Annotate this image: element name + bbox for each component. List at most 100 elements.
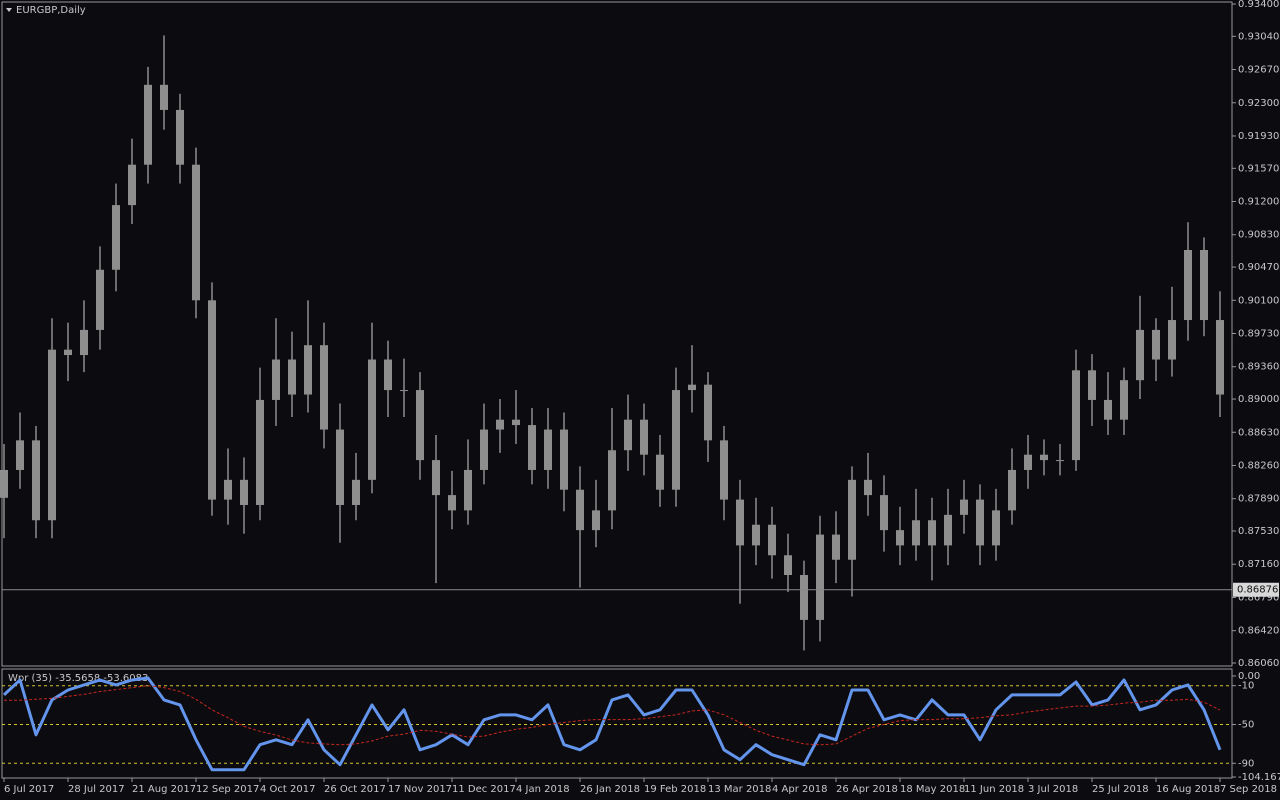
candle-body <box>0 469 8 498</box>
y-tick-label: 0.93040 <box>1238 31 1279 42</box>
candle-body <box>1008 469 1016 511</box>
candle-body <box>624 419 632 451</box>
candle-body <box>960 499 968 515</box>
candle-body <box>576 489 584 531</box>
y-tick-label: 0.88260 <box>1238 460 1279 471</box>
candle-body <box>1136 329 1144 381</box>
y-tick-label: 0.86060 <box>1238 658 1279 669</box>
candle-body <box>384 359 392 391</box>
y-tick-label: 0.89730 <box>1238 329 1279 340</box>
candle-body <box>736 499 744 546</box>
y-tick-label: -10 <box>1238 681 1254 692</box>
wpr-line <box>2 676 1222 772</box>
candle-body <box>880 495 888 531</box>
candle-body <box>1056 460 1064 462</box>
x-tick-label: 12 Sep 2017 <box>196 784 259 795</box>
candle-body <box>1040 454 1048 461</box>
candle-body <box>1184 250 1192 321</box>
candle-body <box>672 390 680 490</box>
candle-body <box>368 359 376 480</box>
candle-body <box>1216 320 1224 395</box>
x-tick-label: 21 Aug 2017 <box>132 784 196 795</box>
candle-body <box>192 164 200 301</box>
candle-body <box>288 359 296 395</box>
current-price-label: 0.86876 <box>1237 585 1278 596</box>
candle-body <box>336 429 344 505</box>
candle-body <box>816 534 824 620</box>
x-tick-label: 4 Apr 2018 <box>772 784 827 795</box>
candle-body <box>656 454 664 490</box>
candle-body <box>928 520 936 546</box>
y-tick-label: 0.91930 <box>1238 131 1279 142</box>
x-tick-label: 4 Jan 2018 <box>516 784 570 795</box>
x-tick-label: 18 May 2018 <box>900 784 965 795</box>
symbol-label: EURGBP,Daily <box>16 5 86 16</box>
x-tick-label: 6 Jul 2017 <box>4 784 54 795</box>
candle-body <box>272 359 280 400</box>
y-tick-label: 0.92300 <box>1238 98 1279 109</box>
indicator-pane-frame <box>1 668 1233 779</box>
candle-body <box>912 520 920 546</box>
candle-body <box>64 349 72 356</box>
candle-body <box>144 84 152 165</box>
x-tick-label: 4 Oct 2017 <box>260 784 315 795</box>
y-tick-label: 0.91570 <box>1238 163 1279 174</box>
candle-body <box>160 84 168 110</box>
indicator-label: Wpr (35) -35.5658 -53.6083 <box>8 673 148 684</box>
x-tick-label: 3 Jul 2018 <box>1028 784 1078 795</box>
candle-body <box>688 384 696 391</box>
candle-body <box>400 390 408 392</box>
y-tick-label: 0.87890 <box>1238 494 1279 505</box>
x-tick-label: 19 Feb 2018 <box>644 784 706 795</box>
candle-body <box>352 479 360 505</box>
candle-body <box>320 345 328 430</box>
candle-body <box>128 164 136 206</box>
candle-body <box>208 300 216 500</box>
y-tick-label: 0.88630 <box>1238 427 1279 438</box>
x-tick-label: 26 Oct 2017 <box>324 784 386 795</box>
candle-body <box>944 514 952 546</box>
candle-body <box>496 419 504 430</box>
candle-body <box>1072 370 1080 461</box>
candle-body <box>96 269 104 330</box>
candle-body <box>416 390 424 461</box>
x-tick-label: 7 Sep 2018 <box>1220 784 1277 795</box>
candle-body <box>784 555 792 576</box>
candle-body <box>752 524 760 546</box>
y-tick-label: 0.90830 <box>1238 230 1279 241</box>
x-tick-label: 17 Nov 2017 <box>388 784 452 795</box>
candle-body <box>1200 250 1208 321</box>
x-tick-label: 16 Aug 2018 <box>1156 784 1220 795</box>
candle-body <box>768 524 776 556</box>
candle-body <box>448 495 456 511</box>
candle-body <box>224 479 232 500</box>
x-tick-label: 26 Apr 2018 <box>836 784 898 795</box>
y-tick-label: 0.93400 <box>1238 0 1279 10</box>
candle-body <box>256 399 264 505</box>
candle-body <box>1168 320 1176 360</box>
y-tick-label: 0.86790 <box>1238 592 1279 603</box>
y-tick-label: 0.92670 <box>1238 65 1279 76</box>
candle-body <box>176 109 184 165</box>
y-tick-label: 0.86420 <box>1238 626 1279 637</box>
candle-body <box>560 429 568 490</box>
candle-body <box>720 440 728 500</box>
candle-body <box>512 419 520 426</box>
candle-body <box>1088 370 1096 400</box>
symbol-menu-icon[interactable] <box>6 8 12 12</box>
candle-body <box>800 575 808 620</box>
candle-body <box>832 534 840 560</box>
candle-body <box>992 510 1000 546</box>
y-tick-label: 0.89360 <box>1238 362 1279 373</box>
candle-body <box>432 460 440 496</box>
candle-body <box>112 205 120 270</box>
candle-body <box>592 510 600 531</box>
y-tick-label: -50 <box>1238 719 1254 730</box>
candle-body <box>896 530 904 546</box>
candle-body <box>48 349 56 521</box>
y-tick-label: 0.87530 <box>1238 526 1279 537</box>
y-tick-label: 0.91200 <box>1238 197 1279 208</box>
x-tick-label: 26 Jan 2018 <box>580 784 640 795</box>
